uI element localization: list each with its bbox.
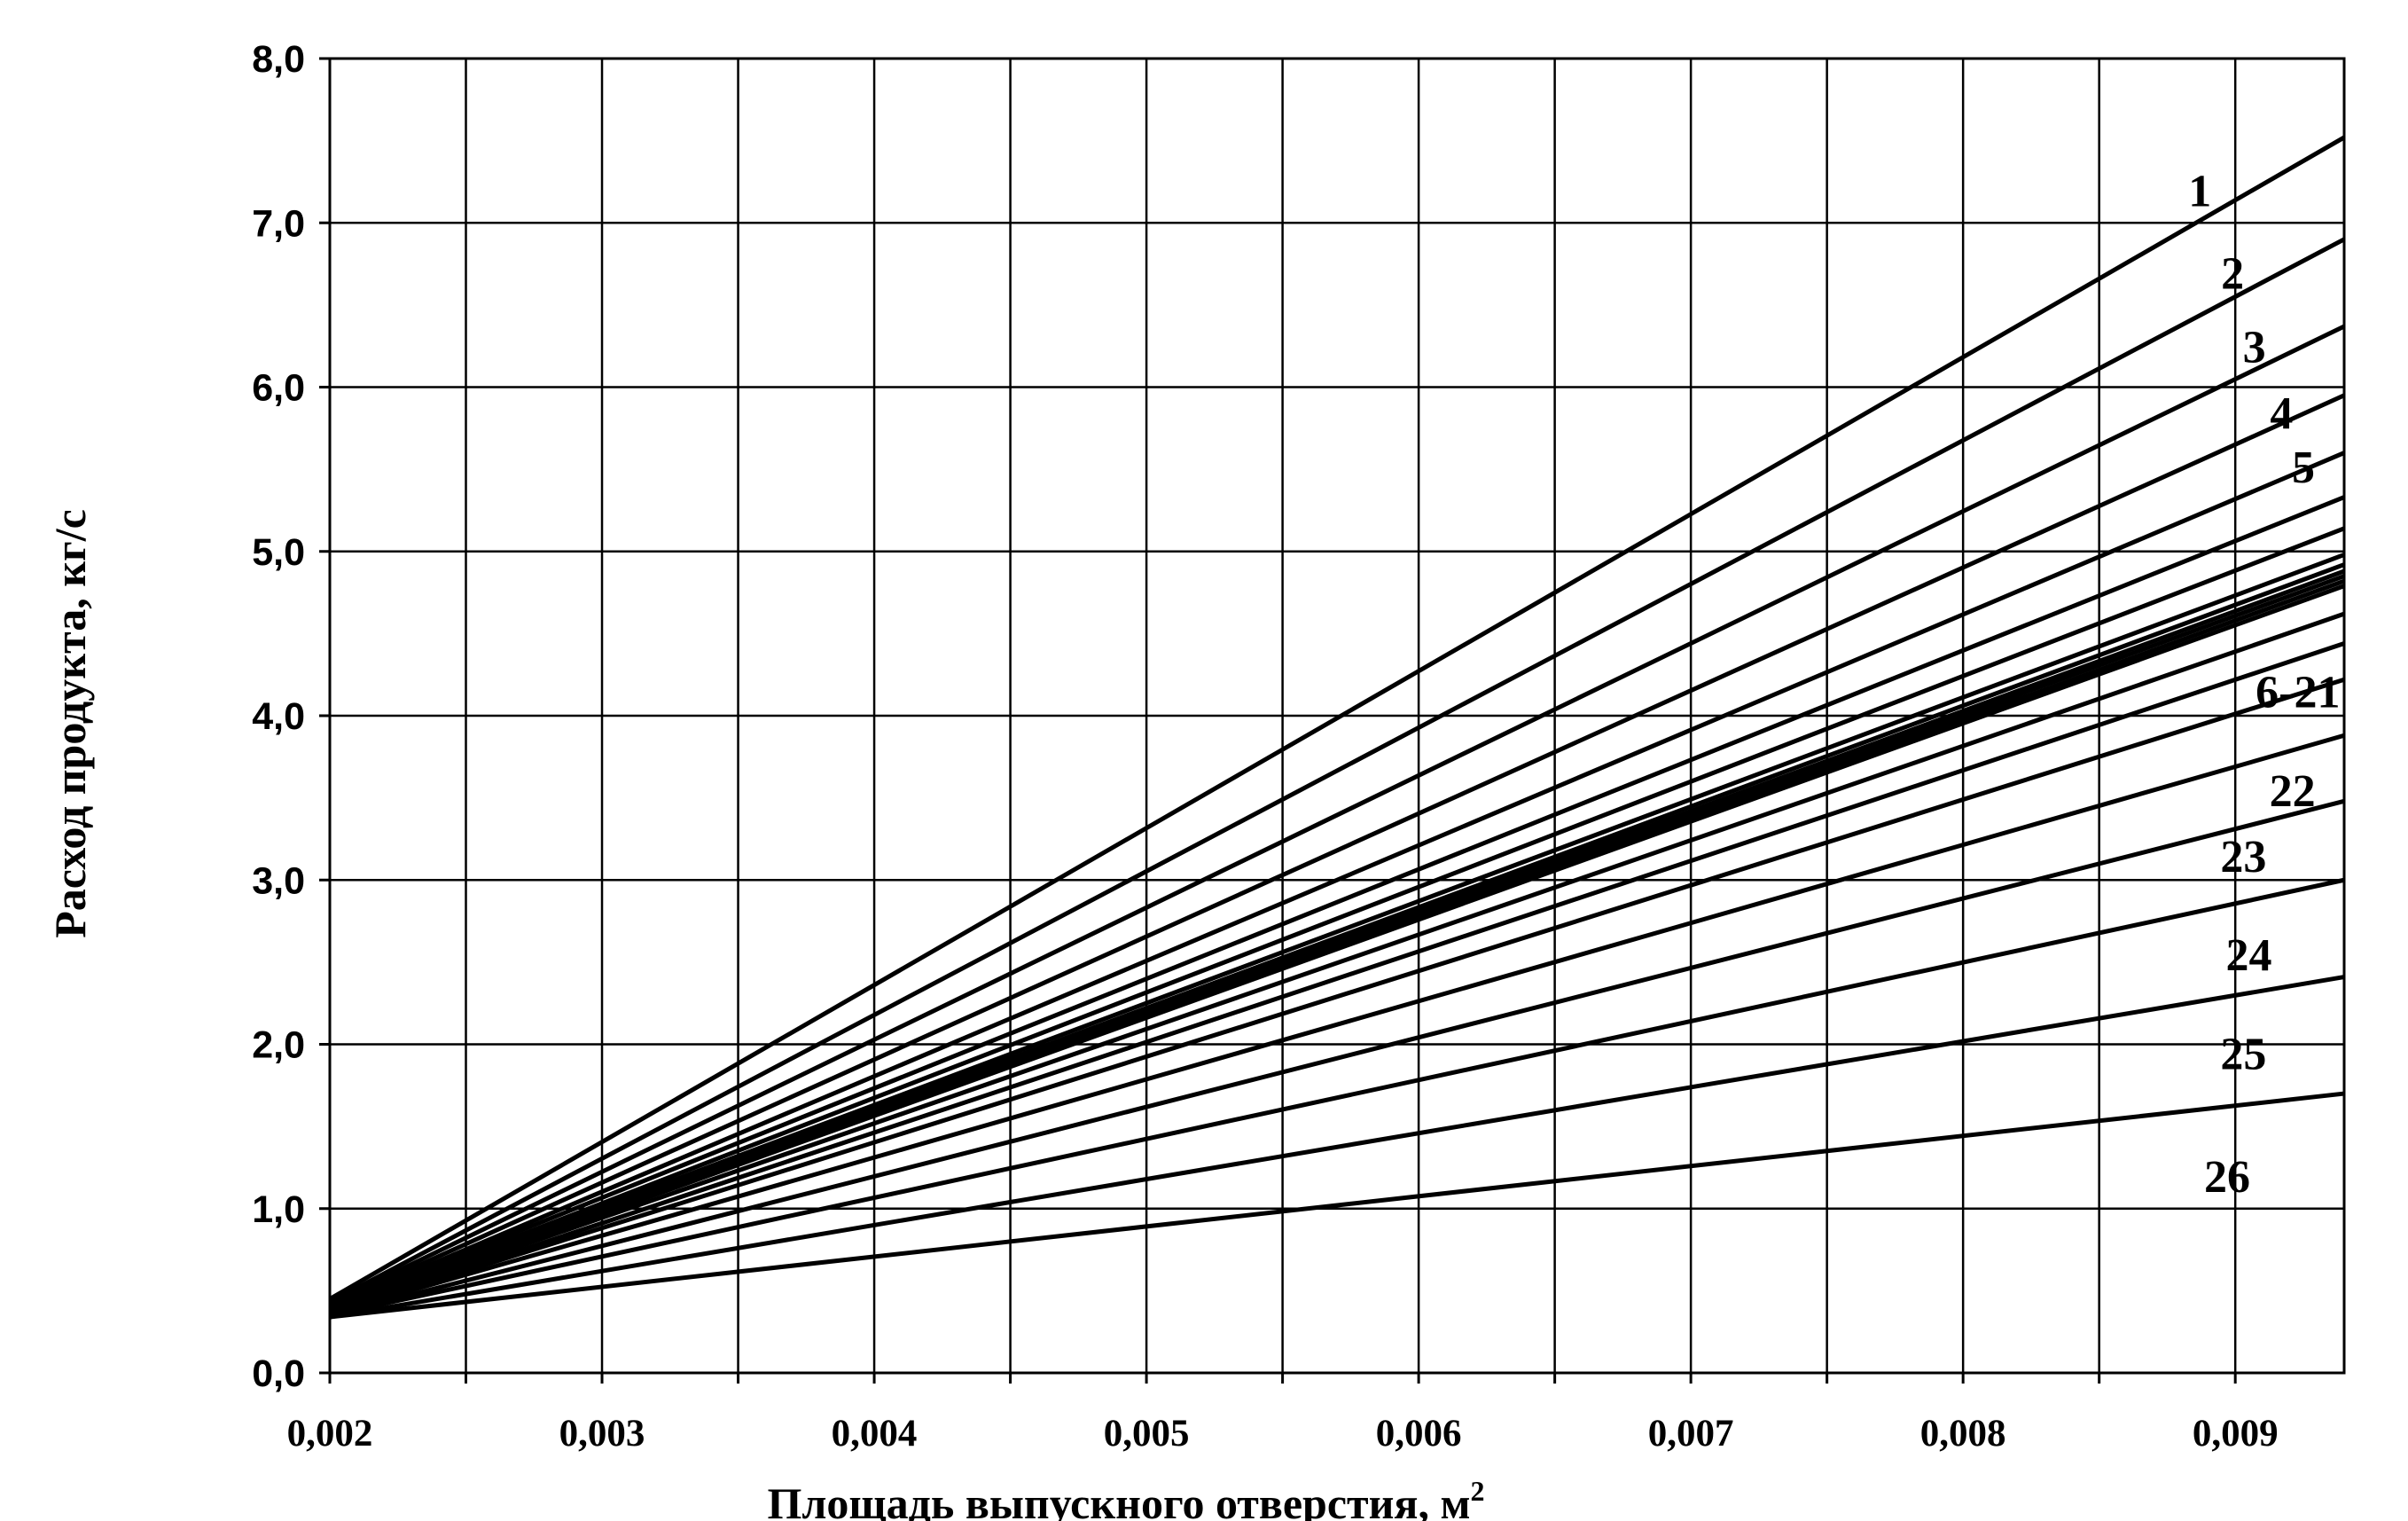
series-line-26 [329, 1091, 2345, 1320]
y-axis-ticks: 0,0 1,0 2,0 3,0 4,0 5,0 6,0 7,0 8,0 [252, 38, 330, 1395]
series-line-unlabeled-15 [329, 677, 2345, 1316]
curve-label: 3 [2243, 323, 2266, 373]
y-tick-label: 8,0 [252, 38, 305, 81]
y-tick-label: 3,0 [252, 859, 305, 902]
curve-label: 2 [2221, 248, 2244, 299]
series-line-4 [328, 393, 2346, 1308]
series-line-1 [328, 135, 2346, 1301]
curve-label: 22 [2270, 766, 2316, 817]
curve-label: 1 [2188, 167, 2211, 217]
series-line-22 [329, 733, 2345, 1316]
series-line-2 [328, 237, 2346, 1305]
x-tick-label: 0,006 [1376, 1413, 1462, 1454]
series-line-unlabeled-12 [329, 584, 2345, 1314]
x-tick-label: 0,003 [559, 1413, 645, 1454]
x-tick-label: 0,004 [832, 1413, 918, 1454]
series-line-unlabeled-5 [329, 495, 2345, 1310]
series-line-unlabeled-13 [329, 611, 2345, 1314]
x-tick-label: 0,009 [2193, 1413, 2279, 1454]
y-tick-label: 4,0 [252, 695, 305, 738]
series-line-5 [329, 451, 2345, 1310]
x-axis-ticks: 0,002 0,003 0,004 0,005 0,006 0,007 0,008 0,009 [287, 1373, 2279, 1454]
y-tick-label: 6,0 [252, 367, 305, 410]
curve-label: 24 [2226, 930, 2272, 981]
curve-label: 4 [2270, 388, 2293, 439]
series-line-24 [329, 877, 2345, 1318]
series-line-unlabeled-7 [329, 553, 2345, 1312]
y-axis-title: Расход продукта, кг/с [45, 509, 95, 938]
y-tick-label: 1,0 [252, 1188, 305, 1231]
x-tick-label: 0,005 [1104, 1413, 1190, 1454]
y-tick-label: 5,0 [252, 531, 305, 574]
series-line-unlabeled-6 [329, 526, 2345, 1312]
x-axis-title-text: Площадь выпускного отверстия, м [767, 1478, 1470, 1521]
curve-label: 25 [2220, 1029, 2266, 1079]
curve-label: 5 [2292, 443, 2315, 493]
y-tick-label: 0,0 [252, 1352, 305, 1395]
series-lines [328, 135, 2346, 1320]
x-tick-label: 0,002 [287, 1413, 373, 1454]
series-line-3 [328, 324, 2346, 1306]
x-axis-title: Площадь выпускного отверстия, м2 [767, 1475, 1484, 1521]
x-axis-title-superscript: 2 [1471, 1475, 1485, 1507]
x-tick-label: 0,007 [1648, 1413, 1734, 1454]
series-line-unlabeled-14 [329, 641, 2345, 1316]
series-line-25 [329, 975, 2345, 1320]
series-line-23 [329, 798, 2345, 1318]
curve-label: 23 [2220, 832, 2266, 882]
curve-label: 6-21 [2256, 668, 2340, 718]
curve-label: 26 [2204, 1152, 2250, 1203]
y-tick-label: 2,0 [252, 1024, 305, 1067]
x-tick-label: 0,008 [1920, 1413, 2006, 1454]
y-tick-label: 7,0 [252, 202, 305, 245]
